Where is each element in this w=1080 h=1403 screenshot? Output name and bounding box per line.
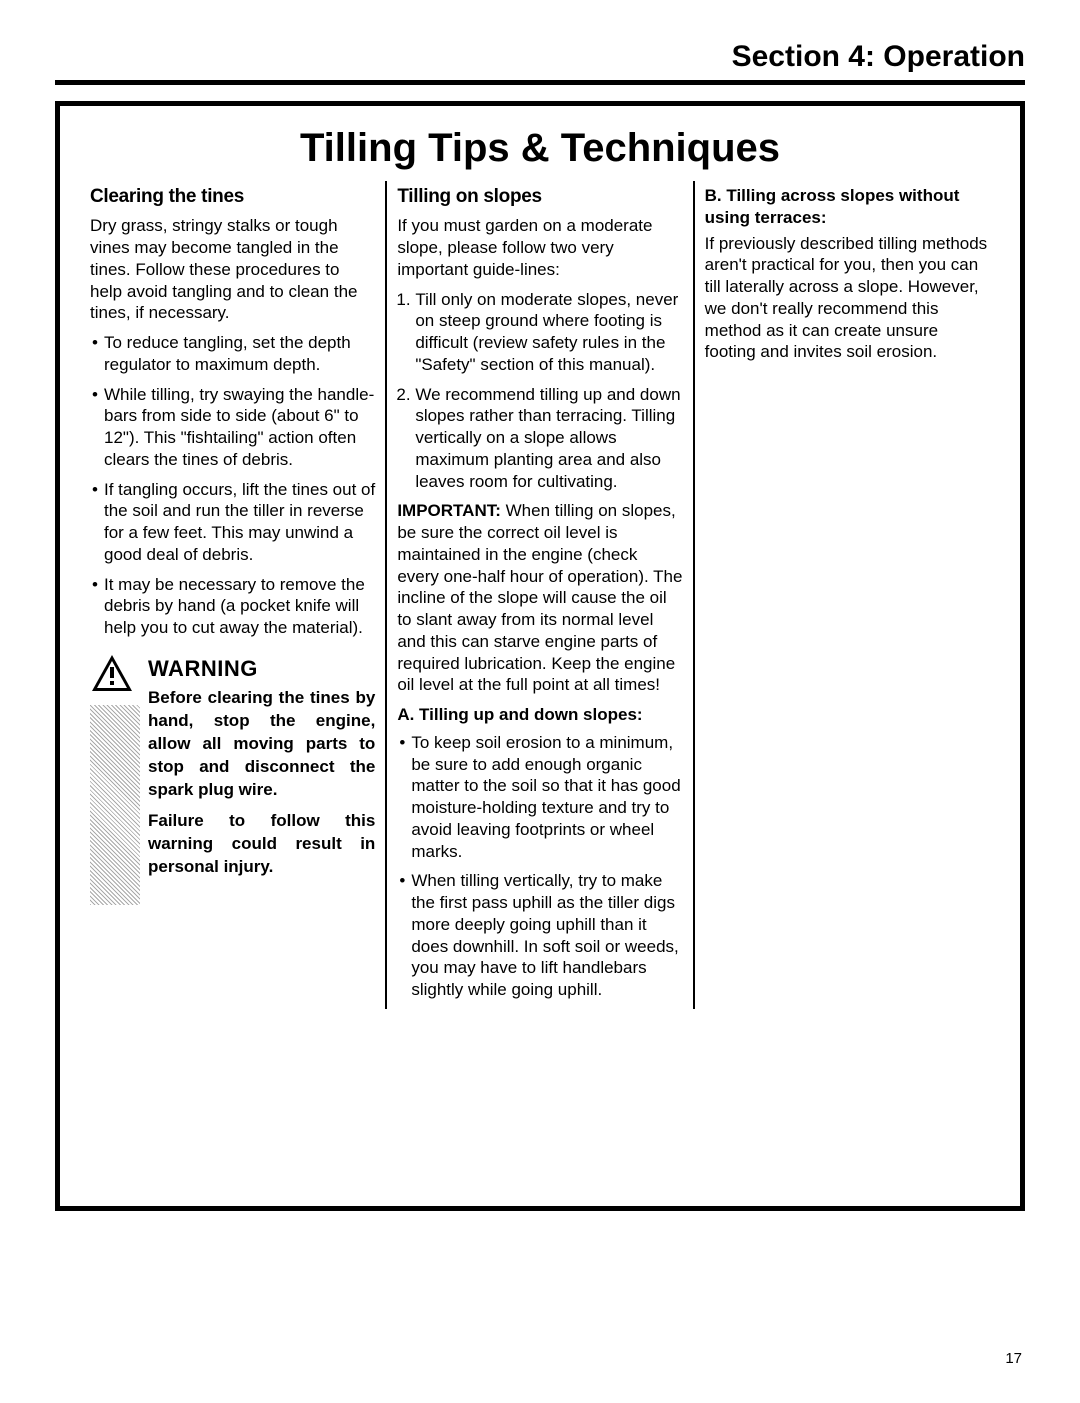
warning-p1: Before clearing the tines by hand, stop … [148,687,375,802]
section-title: Section 4: Operation [55,40,1025,85]
col1-bullet-list: To reduce tangling, set the depth regula… [90,332,375,639]
warning-triangle-icon [90,653,134,699]
col2-heading: Tilling on slopes [397,185,682,209]
list-item: To keep soil erosion to a minimum, be su… [397,732,682,863]
list-item: While tilling, try swaying the handle-ba… [90,384,375,471]
warning-title: WARNING [148,655,375,683]
list-item: It may be necessary to remove the debris… [90,574,375,639]
warning-box: WARNING Before clearing the tines by han… [90,653,375,905]
col1-heading: Clearing the tines [90,185,375,209]
col2-sub-a-list: To keep soil erosion to a minimum, be su… [397,732,682,1001]
col1-intro: Dry grass, stringy stalks or tough vines… [90,215,375,324]
column-1: Clearing the tines Dry grass, stringy st… [80,181,385,1009]
list-item: When tilling vertically, try to make the… [397,870,682,1001]
warning-texture [90,705,140,905]
warning-p2: Failure to follow this warning could res… [148,810,375,879]
col2-important: IMPORTANT: When tilling on slopes, be su… [397,500,682,696]
warning-icon-zone [90,653,140,905]
important-text: When tilling on slopes, be sure the corr… [397,501,682,694]
main-title: Tilling Tips & Techniques [80,126,1000,171]
column-2: Tilling on slopes If you must garden on … [385,181,692,1009]
manual-page: Section 4: Operation Tilling Tips & Tech… [0,0,1080,1403]
list-item: If tangling occurs, lift the tines out o… [90,479,375,566]
list-item: We recommend tilling up and down slopes … [415,384,682,493]
warning-body: WARNING Before clearing the tines by han… [148,653,375,905]
list-item: To reduce tangling, set the depth regula… [90,332,375,376]
col2-sub-a-heading: A. Tilling up and down slopes: [397,704,682,726]
columns: Clearing the tines Dry grass, stringy st… [80,181,1000,1009]
page-number: 17 [1005,1350,1022,1367]
col3-sub-b-text: If previously described tilling methods … [705,233,990,364]
col3-sub-b-heading: B. Tilling across slopes without using t… [705,185,990,229]
list-item: Till only on moderate slopes, never on s… [415,289,682,376]
col2-numbered-list: Till only on moderate slopes, never on s… [397,289,682,493]
col2-intro: If you must garden on a moderate slope, … [397,215,682,280]
content-box: Tilling Tips & Techniques Clearing the t… [55,101,1025,1211]
warning-text: Before clearing the tines by hand, stop … [148,687,375,879]
important-label: IMPORTANT: [397,501,501,520]
column-3: B. Tilling across slopes without using t… [693,181,1000,1009]
